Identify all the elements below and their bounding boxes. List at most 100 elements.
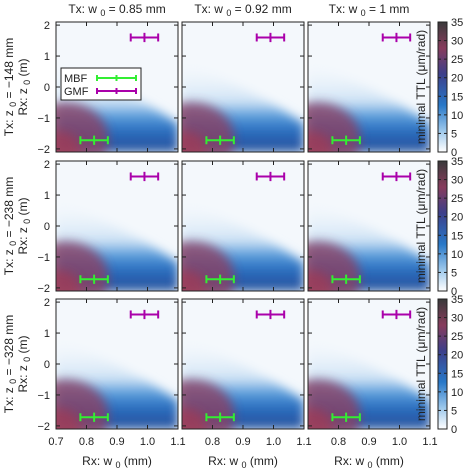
colorbar-tick-label: 10 bbox=[451, 110, 463, 122]
y-tick-label: −2 bbox=[37, 144, 50, 156]
colorbar-tick-label: 25 bbox=[451, 331, 463, 343]
colorbar-row3: 0 5 10 15 20 25 30 35 minimal TTL (μm/rad) bbox=[414, 294, 463, 436]
colorbar-tick-label: 25 bbox=[451, 193, 463, 205]
colorbar-tick-label: 10 bbox=[451, 387, 463, 399]
colorbar-label: minimal TTL (μm/rad) bbox=[414, 169, 428, 283]
marker-gmf bbox=[381, 309, 412, 320]
colorbar-tick-label: 20 bbox=[451, 350, 463, 362]
colorbar-label: minimal TTL (μm/rad) bbox=[414, 307, 428, 421]
y-tick-label: 2 bbox=[44, 297, 50, 309]
x-tick-label: 1.1 bbox=[296, 436, 311, 448]
colorbar-tick-label: 15 bbox=[451, 230, 463, 242]
heatmap-hotspot-core bbox=[56, 131, 81, 152]
y-tick-label: 1 bbox=[44, 190, 50, 202]
heatmap-hotspot-core bbox=[56, 408, 81, 429]
y-tick-label: −1 bbox=[37, 113, 50, 125]
heatmap-hotspot-core bbox=[308, 270, 333, 291]
colorbar-tick-label: 0 bbox=[451, 147, 457, 159]
panel-r3-c2: 0.8 0.9 1.0 1.1 bbox=[181, 298, 312, 448]
y-tick-label: 2 bbox=[44, 20, 50, 32]
y-tick-label: 2 bbox=[44, 159, 50, 171]
panel-r3-c3: 0.8 0.9 1.0 1.1 bbox=[307, 298, 438, 448]
x-tick-label: 1.0 bbox=[392, 436, 407, 448]
panel-r1-c1: −2 −1 0 1 2 bbox=[37, 20, 179, 156]
x-axis-label-2: Rx: w 0 (mm) bbox=[208, 454, 278, 470]
y-tick-label: 1 bbox=[44, 328, 50, 340]
colorbar-tick-label: 10 bbox=[451, 249, 463, 261]
colorbar-scale bbox=[437, 298, 448, 430]
y-axis-label-3: Rx: z 0 (m) bbox=[16, 335, 32, 392]
colorbar-tick-label: 35 bbox=[451, 17, 463, 29]
y-axis-label-1: Rx: z 0 (m) bbox=[16, 58, 32, 115]
heatmap-field bbox=[56, 161, 178, 291]
heatmap-field bbox=[308, 161, 430, 291]
y-axis-label-2: Rx: z 0 (m) bbox=[16, 197, 32, 254]
marker-mbf bbox=[79, 135, 109, 145]
heatmap-hotspot-core bbox=[308, 131, 333, 152]
colorbar-tick-label: 25 bbox=[451, 54, 463, 66]
marker-mbf bbox=[331, 274, 361, 284]
heatmap-field bbox=[182, 161, 304, 291]
marker-mbf bbox=[331, 135, 361, 145]
x-tick-label: 0.8 bbox=[79, 436, 94, 448]
colorbar-group: 0 5 10 15 20 25 30 35 minimal TTL (μm/rad) 0 5 10 15… bbox=[414, 17, 463, 436]
colorbar-tick-label: 30 bbox=[451, 175, 463, 187]
y-tick-label: 0 bbox=[44, 82, 50, 94]
y-tick-label: −1 bbox=[37, 252, 50, 264]
heatmap-hotspot-core bbox=[56, 270, 81, 291]
y-tick-label: 0 bbox=[44, 221, 50, 233]
heatmap-hotspot-core bbox=[182, 131, 207, 152]
y-tick-label: −1 bbox=[37, 390, 50, 402]
marker-gmf bbox=[255, 32, 286, 43]
marker-mbf bbox=[205, 274, 235, 284]
x-tick-label: 1.1 bbox=[422, 436, 437, 448]
heatmap-field bbox=[182, 299, 304, 429]
legend-box bbox=[60, 67, 142, 101]
marker-gmf bbox=[381, 171, 412, 182]
colorbar-scale bbox=[437, 21, 448, 153]
colorbar-tick-label: 30 bbox=[451, 313, 463, 325]
colorbar-label: minimal TTL (μm/rad) bbox=[414, 30, 428, 144]
x-tick-label: 1.1 bbox=[170, 436, 185, 448]
marker-mbf bbox=[79, 274, 109, 284]
colorbar-tick-label: 15 bbox=[451, 91, 463, 103]
colorbar-tick-label: 20 bbox=[451, 73, 463, 85]
column-title-2: Tx: w 0 = 0.92 mm bbox=[194, 2, 291, 18]
x-tick-label: 0.8 bbox=[331, 436, 346, 448]
panel-r1-c3 bbox=[307, 21, 431, 153]
legend-label-mbf: MBF bbox=[64, 73, 88, 85]
panel-r3-c1: −2 −1 0 1 2 0.7 0.8 0.9 1.0 1.1 bbox=[37, 297, 185, 448]
marker-gmf bbox=[129, 309, 160, 320]
colorbar-tick-label: 20 bbox=[451, 212, 463, 224]
panel-r2-c2 bbox=[181, 160, 305, 292]
row-title-1: Tx: z 0 = −148 mm bbox=[2, 38, 18, 136]
panel-r2-c1: −2 −1 0 1 2 bbox=[37, 159, 179, 295]
colorbar-tick-label: 30 bbox=[451, 36, 463, 48]
heatmap-field bbox=[56, 22, 178, 152]
colorbar-row1: 0 5 10 15 20 25 30 35 minimal TTL (μm/rad) bbox=[414, 17, 463, 159]
legend-label-gmf: GMF bbox=[64, 86, 89, 98]
colorbar-scale bbox=[437, 160, 448, 292]
x-tick-label: 0.8 bbox=[205, 436, 220, 448]
marker-mbf bbox=[205, 412, 235, 422]
colorbar-tick-label: 0 bbox=[451, 286, 457, 298]
marker-gmf bbox=[129, 32, 160, 43]
x-axis-label-1: Rx: w 0 (mm) bbox=[82, 454, 152, 470]
colorbar-tick-label: 5 bbox=[451, 405, 457, 417]
column-title-1: Tx: w 0 = 0.85 mm bbox=[68, 2, 165, 18]
x-tick-label: 1.0 bbox=[266, 436, 281, 448]
x-tick-label: 1.0 bbox=[140, 436, 155, 448]
column-title-3: Tx: w 0 = 1 mm bbox=[329, 2, 410, 18]
heatmap-hotspot-core bbox=[308, 408, 333, 429]
x-tick-label: 0.9 bbox=[361, 436, 376, 448]
marker-mbf bbox=[331, 412, 361, 422]
row-title-2: Tx: z 0 = −238 mm bbox=[2, 177, 18, 275]
panel-r2-c3 bbox=[307, 160, 431, 292]
colorbar-tick-label: 35 bbox=[451, 156, 463, 168]
y-tick-label: 0 bbox=[44, 359, 50, 371]
panel-r1-c2 bbox=[181, 21, 305, 153]
y-tick-label: 1 bbox=[44, 51, 50, 63]
marker-mbf bbox=[79, 412, 109, 422]
